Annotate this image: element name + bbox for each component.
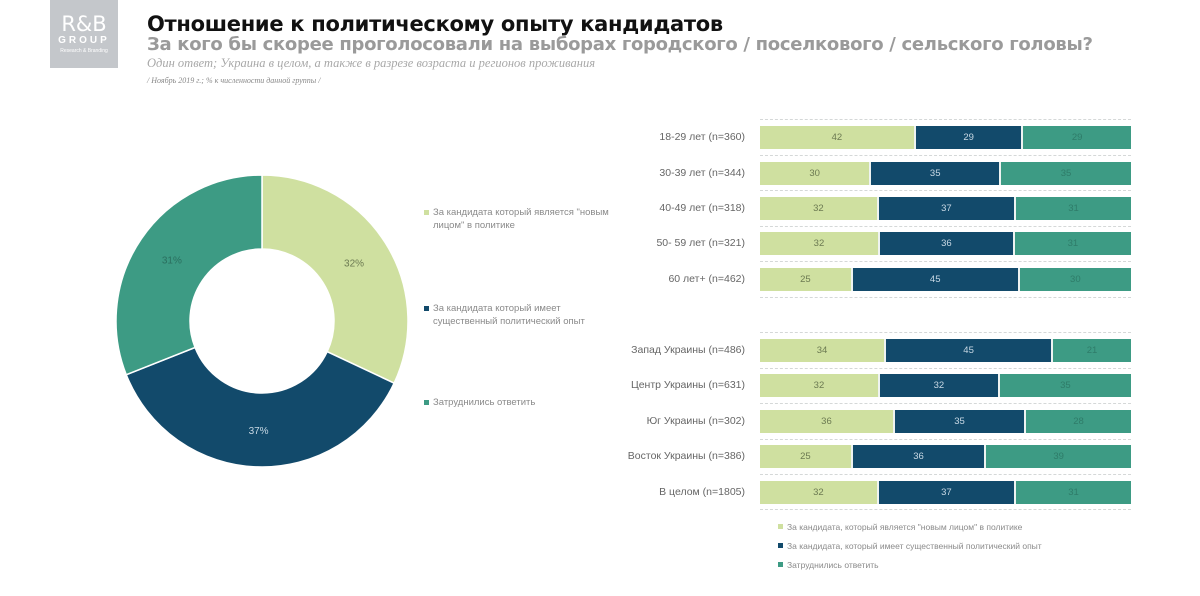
legend-label: За кандидата, который имеет существенный…: [787, 541, 1042, 551]
stacked-bar: 30 35 35: [760, 162, 1131, 185]
donut-slice-label: 31%: [162, 256, 182, 267]
row-divider: [760, 509, 1131, 510]
row-divider: [760, 403, 1131, 404]
bar-segment: 31: [1015, 481, 1131, 504]
donut-slice-label: 37%: [249, 426, 269, 437]
bar-segment: 39: [986, 445, 1131, 468]
legend-item: За кандидата, который имеет существенный…: [778, 540, 1042, 559]
bar-segment: 21: [1053, 339, 1131, 362]
bar-legend: За кандидата, который является "новым ли…: [778, 521, 1042, 578]
logo-group: GROUP: [58, 35, 110, 46]
page-subtitle: За кого бы скорее проголосовали на выбор…: [147, 34, 1093, 55]
stacked-bar: 25 36 39: [760, 445, 1131, 468]
row-divider: [760, 332, 1131, 333]
row-divider: [760, 439, 1131, 440]
bar-segment: 31: [1015, 197, 1131, 220]
legend-swatch-icon: [424, 210, 429, 215]
row-label: 18-29 лет (n=360): [659, 131, 745, 143]
legend-swatch-icon: [778, 524, 783, 529]
bar-segment: 32: [760, 197, 879, 220]
row-label: В целом (n=1805): [659, 486, 745, 498]
bar-segment: 32: [879, 374, 1000, 397]
bar-segment: 45: [852, 268, 1020, 291]
legend-label: За кандидата который имеет существенный …: [433, 303, 585, 327]
bar-segment: 32: [760, 232, 880, 255]
legend-swatch-icon: [424, 306, 429, 311]
legend-swatch-icon: [778, 562, 783, 567]
legend-label: Затруднились ответить: [787, 560, 879, 570]
legend-label: За кандидата, который является "новым ли…: [787, 522, 1023, 532]
row-divider: [760, 119, 1131, 120]
bar-segment: 25: [760, 268, 853, 291]
question-note: Один ответ; Украина в целом, а также в р…: [147, 56, 595, 70]
row-label: 50- 59 лет (n=321): [656, 237, 745, 249]
bar-segment: 36: [852, 445, 987, 468]
row-divider: [760, 474, 1131, 475]
bar-segment: 42: [760, 126, 916, 149]
stacked-bar: 32 37 31: [760, 197, 1131, 220]
bar-segment: 45: [886, 339, 1054, 362]
row-divider: [760, 155, 1131, 156]
bar-segment: 37: [878, 197, 1016, 220]
legend-item: Затруднились ответить: [778, 559, 1042, 578]
legend-label: За кандидата который является "новым лиц…: [433, 207, 609, 231]
bar-segment: 29: [915, 126, 1024, 149]
bar-segment: 35: [894, 410, 1027, 433]
row-label: Юг Украины (n=302): [646, 415, 745, 427]
stacked-bar: 36 35 28: [760, 410, 1131, 433]
bar-segment: 30: [1019, 268, 1131, 291]
donut-slice-label: 32%: [344, 259, 364, 270]
row-label: 40-49 лет (n=318): [659, 202, 745, 214]
bar-segment: 30: [760, 162, 872, 185]
bar-segment: 36: [879, 232, 1015, 255]
legend-item: За кандидата который имеет существенный …: [424, 302, 613, 328]
stacked-bar: 32 36 31: [760, 232, 1131, 255]
donut-chart: 32% 37% 31%: [115, 174, 409, 468]
row-label: Восток Украины (n=386): [627, 450, 745, 462]
bar-segment: 35: [871, 162, 1002, 185]
base-note: / Ноябрь 2019 г.; % к численности данной…: [147, 76, 321, 85]
legend-item: За кандидата который является "новым лиц…: [424, 206, 613, 232]
row-divider: [760, 190, 1131, 191]
bar-segment: 35: [999, 374, 1131, 397]
bar-segment: 28: [1026, 410, 1131, 433]
stacked-bar: 25 45 30: [760, 268, 1131, 291]
stacked-bar: 32 37 31: [760, 481, 1131, 504]
donut-slice: [125, 346, 396, 468]
bar-segment: 25: [760, 445, 853, 468]
row-divider: [760, 368, 1131, 369]
row-label: 30-39 лет (n=344): [659, 167, 745, 179]
stacked-bar: 42 29 29: [760, 126, 1131, 149]
bar-segment: 34: [760, 339, 887, 362]
legend-item: За кандидата, который является "новым ли…: [778, 521, 1042, 540]
bar-segment: 37: [878, 481, 1016, 504]
row-label: 60 лет+ (n=462): [668, 273, 745, 285]
bar-segment: 31: [1014, 232, 1131, 255]
logo: R&B GROUP Research & Branding: [50, 0, 118, 68]
bar-segment: 35: [1001, 162, 1131, 185]
bar-segment: 29: [1023, 126, 1131, 149]
row-label: Центр Украины (n=631): [630, 379, 745, 391]
donut-slice: [115, 174, 263, 376]
bar-segment: 36: [760, 410, 895, 433]
legend-item: Затруднились ответить: [424, 396, 613, 409]
bar-segment: 32: [760, 481, 879, 504]
logo-tagline: Research & Branding: [60, 48, 108, 54]
legend-swatch-icon: [778, 543, 783, 548]
bar-segment: 32: [760, 374, 880, 397]
legend-swatch-icon: [424, 400, 429, 405]
logo-mark: R&B: [61, 12, 107, 36]
row-divider: [760, 261, 1131, 262]
page-title: Отношение к политическому опыту кандидат…: [147, 12, 723, 36]
donut-slice: [261, 174, 409, 385]
legend-label: Затруднились ответить: [433, 397, 536, 408]
row-divider: [760, 226, 1131, 227]
row-divider: [760, 297, 1131, 298]
stacked-bar: 32 32 35: [760, 374, 1131, 397]
stacked-bar: 34 45 21: [760, 339, 1131, 362]
row-label: Запад Украины (n=486): [631, 344, 745, 356]
